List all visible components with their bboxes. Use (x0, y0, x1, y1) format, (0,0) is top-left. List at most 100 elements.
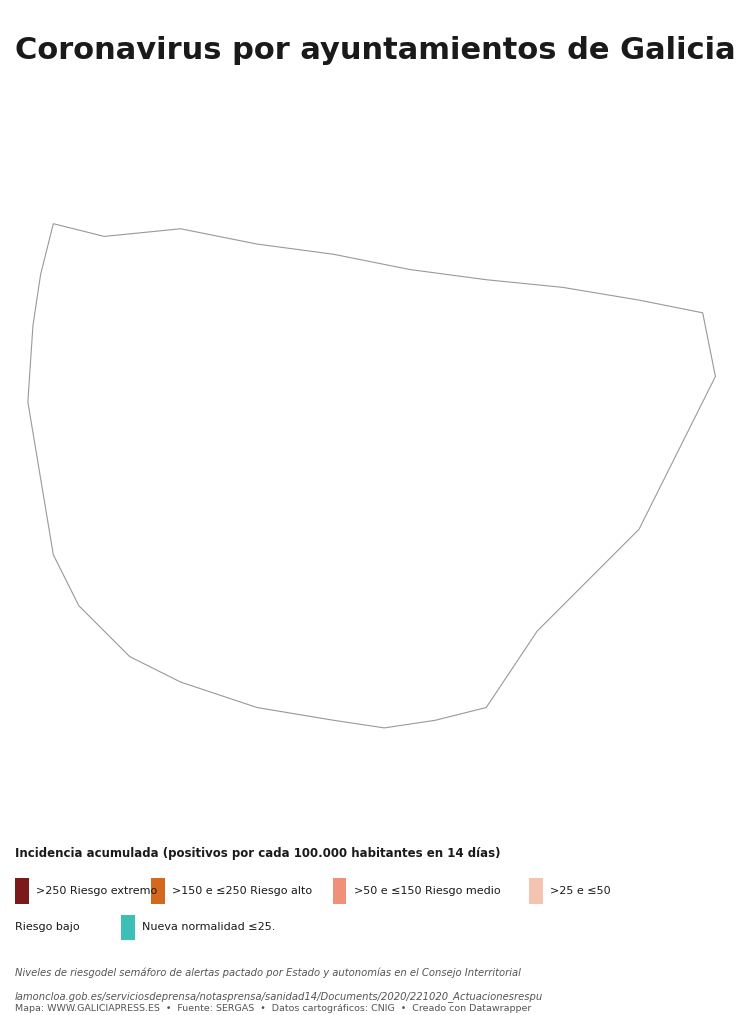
Polygon shape (358, 413, 400, 441)
Polygon shape (465, 626, 490, 642)
Polygon shape (143, 256, 163, 289)
Polygon shape (380, 537, 420, 586)
Polygon shape (296, 317, 332, 365)
Polygon shape (108, 466, 122, 484)
Polygon shape (399, 400, 425, 427)
Polygon shape (274, 518, 314, 564)
Polygon shape (99, 363, 133, 380)
Polygon shape (292, 425, 331, 474)
Polygon shape (96, 386, 121, 405)
Polygon shape (587, 347, 626, 394)
Polygon shape (348, 650, 394, 724)
Polygon shape (488, 624, 507, 653)
Polygon shape (126, 251, 146, 286)
Polygon shape (329, 672, 416, 884)
Polygon shape (105, 325, 154, 358)
FancyBboxPatch shape (121, 915, 135, 940)
Polygon shape (398, 365, 429, 389)
Polygon shape (512, 410, 550, 439)
Polygon shape (438, 493, 485, 528)
Polygon shape (364, 393, 399, 423)
Polygon shape (98, 461, 111, 487)
Polygon shape (132, 530, 167, 569)
Polygon shape (98, 312, 138, 330)
Polygon shape (383, 504, 417, 538)
Polygon shape (114, 407, 169, 444)
Polygon shape (386, 384, 422, 416)
Polygon shape (228, 326, 275, 384)
Polygon shape (187, 385, 233, 424)
Polygon shape (568, 52, 640, 328)
Polygon shape (415, 527, 456, 561)
Polygon shape (125, 464, 159, 499)
Polygon shape (524, 242, 550, 333)
Polygon shape (599, 491, 647, 529)
Polygon shape (337, 561, 364, 601)
Polygon shape (222, 230, 268, 287)
Polygon shape (460, 584, 485, 627)
Polygon shape (333, 533, 373, 562)
Polygon shape (144, 227, 169, 271)
Polygon shape (377, 615, 434, 669)
Polygon shape (0, 429, 64, 464)
Polygon shape (71, 463, 100, 496)
Polygon shape (47, 254, 76, 281)
Polygon shape (190, 431, 240, 483)
Polygon shape (627, 246, 674, 342)
Polygon shape (396, 583, 426, 622)
Polygon shape (438, 543, 479, 564)
Polygon shape (163, 245, 184, 304)
Text: Niveles de riesgodel semáforo de alertas pactado por Estado y autonomías en el C: Niveles de riesgodel semáforo de alertas… (15, 967, 521, 978)
Polygon shape (93, 277, 130, 312)
Polygon shape (212, 629, 239, 653)
Polygon shape (373, 312, 420, 348)
Polygon shape (64, 265, 86, 292)
Polygon shape (0, 576, 105, 758)
Polygon shape (264, 536, 290, 569)
Polygon shape (122, 188, 153, 264)
Polygon shape (332, 670, 356, 686)
Polygon shape (394, 426, 440, 465)
Polygon shape (0, 613, 133, 784)
Polygon shape (222, 487, 278, 524)
Polygon shape (545, 380, 577, 418)
Polygon shape (113, 686, 317, 943)
Polygon shape (619, 298, 670, 344)
Polygon shape (438, 454, 477, 493)
Polygon shape (507, 334, 549, 371)
Polygon shape (486, 478, 528, 521)
Polygon shape (426, 365, 465, 401)
Polygon shape (466, 639, 486, 660)
Polygon shape (245, 290, 267, 328)
Polygon shape (181, 624, 215, 715)
Polygon shape (532, 370, 560, 411)
Polygon shape (163, 604, 195, 644)
Polygon shape (71, 452, 96, 475)
Text: Mapa: WWW.GALICIAPRESS.ES  •  Fuente: SERGAS  •  Datos cartográficos: CNIG  •  C: Mapa: WWW.GALICIAPRESS.ES • Fuente: SERG… (15, 1004, 531, 1013)
Polygon shape (312, 508, 351, 558)
Polygon shape (308, 564, 331, 600)
FancyBboxPatch shape (529, 878, 543, 903)
Polygon shape (216, 437, 253, 485)
Polygon shape (673, 244, 756, 413)
Polygon shape (409, 210, 458, 321)
Polygon shape (414, 78, 589, 303)
Polygon shape (307, 679, 363, 884)
Polygon shape (73, 487, 117, 516)
Polygon shape (218, 457, 272, 493)
Polygon shape (426, 583, 463, 627)
Polygon shape (448, 477, 491, 524)
Polygon shape (253, 284, 283, 323)
Polygon shape (500, 421, 531, 460)
Polygon shape (128, 414, 186, 463)
Polygon shape (194, 504, 225, 548)
Text: >25 e ≤50: >25 e ≤50 (550, 886, 611, 896)
Polygon shape (444, 666, 479, 689)
Polygon shape (274, 685, 314, 792)
Polygon shape (614, 342, 655, 387)
Polygon shape (48, 323, 99, 345)
Polygon shape (671, 398, 756, 552)
Polygon shape (85, 380, 105, 404)
FancyBboxPatch shape (15, 878, 29, 903)
Polygon shape (75, 247, 101, 281)
